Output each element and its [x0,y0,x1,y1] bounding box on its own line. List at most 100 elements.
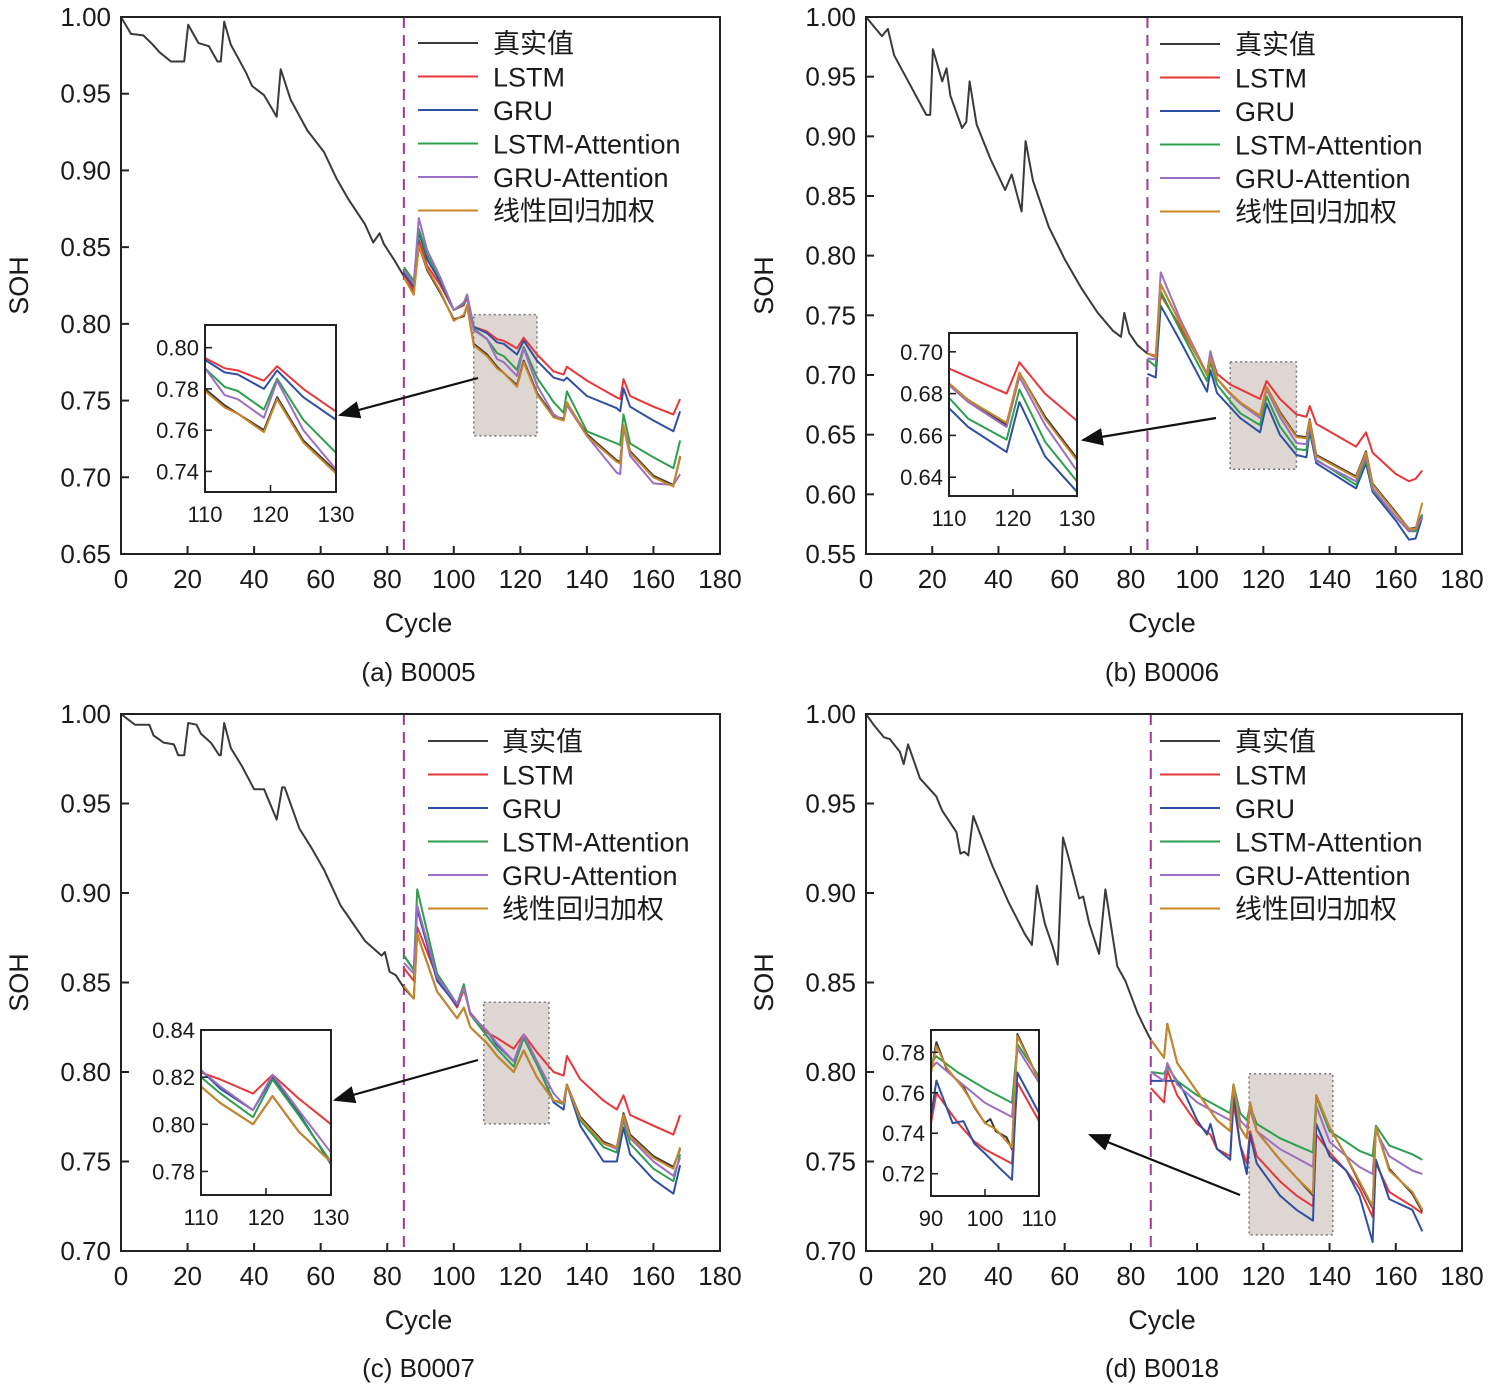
panel-b: 0 20 40 60 80 100 120 140 160 180 1.00 0.95 0.90 0.85… [749,2,1484,687]
x-tick-label: 80 [373,564,402,594]
y-tick-label: 1.00 [805,2,856,32]
inset-zoom-plot: 110 120 130 0.70 0.68 0.66 0.64 [900,332,1095,531]
inset-y-tick-label: 0.82 [152,1065,195,1090]
inset-x-tick-label: 130 [318,502,355,527]
inset-background [931,1030,1039,1196]
x-tick-label: 180 [698,564,741,594]
x-tick-label: 120 [1242,1261,1285,1291]
series-line-5 [403,933,682,1170]
legend-label: LSTM [493,63,565,93]
series-line-5 [403,244,682,488]
y-axis-label: SOH [4,953,34,1012]
y-tick-label: 0.95 [60,79,111,109]
inset-series-line-1 [205,356,336,413]
panel-caption: (c) B0007 [362,1353,475,1383]
x-tick-label: 100 [432,564,475,594]
x-tick-label: 180 [1440,1261,1483,1291]
inset-series-line-4 [949,375,1077,472]
y-tick-label: 0.90 [805,878,856,908]
y-tick-label: 0.55 [805,539,856,569]
inset-y-tick-label: 0.78 [882,1040,925,1065]
legend-label: 线性回归加权 [1235,895,1397,925]
legend-label: LSTM-Attention [1235,828,1423,858]
x-tick-label: 0 [859,1261,873,1291]
inset-series-line-3 [201,1075,331,1164]
x-tick-label: 120 [499,564,542,594]
y-tick-label: 1.00 [60,2,111,32]
inset-x-tick-label: 100 [967,1206,1004,1231]
x-tick-label: 0 [114,1261,128,1291]
inset-series-line-2 [205,358,336,421]
inset-series [931,1033,1039,1181]
x-tick-label: 100 [1175,1261,1218,1291]
x-axis-label: Cycle [385,608,453,638]
y-tick-label: 0.90 [805,121,856,151]
x-tick-label: 160 [632,564,675,594]
inset-y-tick-label: 0.70 [900,340,943,365]
x-tick-label: 20 [918,1261,947,1291]
legend-label: GRU-Attention [502,861,678,891]
y-tick-label: 0.85 [60,968,111,998]
y-tick-label: 0.75 [60,386,111,416]
y-tick-label: 0.80 [60,1057,111,1087]
legend-label: 真实值 [502,727,583,757]
panel-caption: (d) B0018 [1105,1353,1219,1383]
y-tick-label: 0.75 [805,300,856,330]
y-tick-label: 0.85 [805,181,856,211]
legend-label: GRU-Attention [1235,164,1411,194]
zoom-arrow [1080,416,1217,446]
series-line-2 [1150,1079,1424,1243]
x-tick-label: 180 [698,1261,741,1291]
series-line-1 [1150,1069,1423,1218]
inset-y-tick-label: 0.78 [156,377,199,402]
legend-label: LSTM-Attention [502,828,690,858]
x-axis-label: Cycle [1128,608,1196,638]
zoom-region-box [1229,361,1298,471]
x-tick-label: 120 [499,1261,542,1291]
inset-series-line-1 [949,361,1077,422]
y-tick-label: 0.95 [805,62,856,92]
plot-frame [120,16,721,555]
legend-label: GRU [502,794,562,824]
x-tick-label: 0 [859,564,873,594]
series-line-3 [403,227,682,470]
inset-y-tick-label: 0.80 [156,336,199,361]
y-tick-label: 0.70 [805,1236,856,1266]
y-tick-label: 0.85 [60,232,111,262]
y-tick-label: 1.00 [805,699,856,729]
inset-y-tick-label: 0.68 [900,382,943,407]
x-tick-label: 120 [1242,564,1285,594]
x-tick-label: 100 [1175,564,1218,594]
inset-x-tick-label: 110 [1021,1206,1056,1231]
legend-label: 真实值 [1235,727,1316,757]
legend-label: GRU [493,96,553,126]
x-tick-label: 60 [306,1261,335,1291]
inset-x-tick-label: 110 [187,502,222,527]
y-tick-label: 0.70 [60,462,111,492]
inset-y-tick-label: 0.66 [900,423,943,448]
x-tick-label: 20 [173,564,202,594]
inset-series-line-1 [201,1071,331,1126]
inset-series-line-2 [201,1068,331,1166]
x-tick-label: 40 [240,564,269,594]
panel-caption: (b) B0006 [1105,657,1219,687]
x-tick-label: 40 [240,1261,269,1291]
y-tick-label: 0.70 [60,1236,111,1266]
x-tick-label: 180 [1440,564,1483,594]
x-tick-label: 40 [984,564,1013,594]
inset-y-tick-label: 0.78 [152,1159,195,1184]
inset-zoom-plot: 110 120 130 0.84 0.82 0.80 0.78 [152,1018,349,1230]
inset-zoom-plot: 110 120 130 0.80 0.78 0.76 0.74 [156,324,355,527]
panel-d: 0 20 40 60 80 100 120 140 160 180 1.00 0.95 0.90 0.85… [749,699,1484,1383]
inset-series-line-5 [931,1035,1039,1149]
x-tick-label: 140 [1308,564,1351,594]
series-line-5 [1147,283,1424,530]
inset-y-tick-label: 0.76 [156,418,199,443]
legend-label: 线性回归加权 [1235,198,1397,228]
inset-series-line-2 [931,1071,1039,1181]
legend-label: GRU [1235,97,1295,127]
x-tick-label: 80 [1116,1261,1145,1291]
y-tick-label: 0.90 [60,155,111,185]
